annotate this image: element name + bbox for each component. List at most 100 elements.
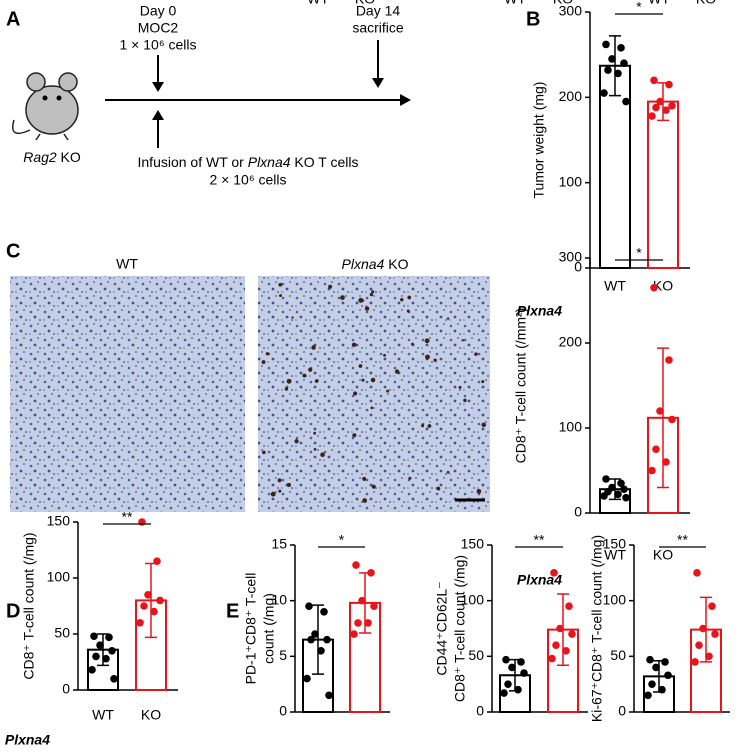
stained-cell [370,406,374,410]
data-point [105,633,113,642]
data-point [552,641,560,649]
data-point [311,630,319,638]
y-axis-label: CD8⁺ T-cell count (/mg) [452,555,468,702]
mouse-label: Rag2 KO [23,149,81,165]
micrograph [258,276,490,512]
data-point [648,680,656,688]
data-point [323,635,331,644]
data-point [668,415,676,424]
data-point [600,492,608,500]
data-point [90,632,98,641]
y-tick-label: 50 [610,647,626,663]
stained-cell [411,342,414,346]
y-tick-label: 0 [476,703,484,719]
stained-cell [284,387,289,391]
stained-cell [394,369,400,374]
data-point [656,97,664,106]
diagram-text: Day 14 [356,3,401,19]
significance-label: * [636,0,642,15]
stained-cell [352,391,358,396]
stained-cell [369,292,374,297]
data-point [665,80,673,89]
y-axis-label: CD44⁺CD62L⁻ [434,581,450,675]
x-tick-label: WT [604,278,626,294]
stained-cell [286,482,292,488]
y-tick-label: 100 [559,419,583,435]
stained-cell [294,439,299,444]
data-point [648,466,656,475]
stained-cell [313,431,317,435]
text-part: Rag2 [23,149,57,165]
x-tick-label: WT [307,0,329,7]
stained-cell [265,352,270,356]
stained-cell [406,309,410,313]
stained-cell [371,290,375,294]
data-point [514,685,522,694]
image-label: WT [116,256,138,272]
stained-cell [302,373,307,378]
data-point [711,630,719,638]
text-part: KO [57,149,81,165]
data-point [150,607,158,616]
data-point [352,561,360,569]
data-point [662,106,670,114]
data-point [614,69,622,78]
data-point [662,458,670,466]
stained-cell [371,484,376,489]
data-point [500,689,508,697]
data-point [652,445,660,454]
stained-cell [461,339,464,342]
y-tick-label: 5 [279,647,287,663]
data-point [568,630,576,638]
data-point [88,666,96,674]
data-point [699,624,707,633]
panel-letter: C [6,240,20,262]
data-point [620,485,628,494]
y-axis-label: CD8⁺ T-cell count (/mm²) [513,308,529,464]
data-point [354,619,362,627]
stained-cell [400,297,404,302]
stained-cell [352,433,357,438]
image-label: Plxna4 KO [342,256,409,272]
data-point [502,655,510,664]
diagram-text: 2 × 10⁶ cells [210,172,287,188]
data-point [92,652,100,661]
data-point [658,685,666,694]
data-point [614,490,622,499]
y-axis-label: PD-1⁺CD8⁺ T-cell [243,573,259,685]
x-axis-label: Plxna4 [517,572,562,588]
stained-cell [386,389,389,393]
x-tick-label: KO [355,0,375,7]
stained-cell [308,367,313,372]
stained-cell [286,378,292,384]
data-point [562,646,570,655]
data-point [140,602,148,610]
text-part: Plxna4 [342,256,385,272]
y-tick-label: 100 [603,591,627,607]
data-point [600,89,608,97]
data-point [517,658,525,666]
panel-letter: A [6,8,20,30]
diagram-text: MOC2 [138,20,179,36]
data-point [504,680,512,688]
x-tick-label: KO [653,278,673,294]
y-tick-label: 0 [62,681,70,697]
stained-cell [446,470,450,474]
stained-cell [408,476,412,480]
data-point [608,55,616,63]
y-axis-label: count (/mg) [261,593,277,664]
text-part: Infusion of WT or [138,154,248,170]
micrograph [10,276,245,512]
diagram-text: Day 0 [140,3,177,19]
y-tick-label: 0 [574,504,582,520]
x-tick-label: KO [141,707,161,723]
stained-cell [424,338,430,344]
text-part: KO T cells [291,154,359,170]
data-point [656,407,664,415]
stained-cell [277,478,282,483]
y-tick-label: 150 [461,536,485,552]
stained-cell [481,422,487,428]
mouse-icon [12,72,79,141]
data-point [691,658,699,666]
stained-cell [446,317,450,320]
